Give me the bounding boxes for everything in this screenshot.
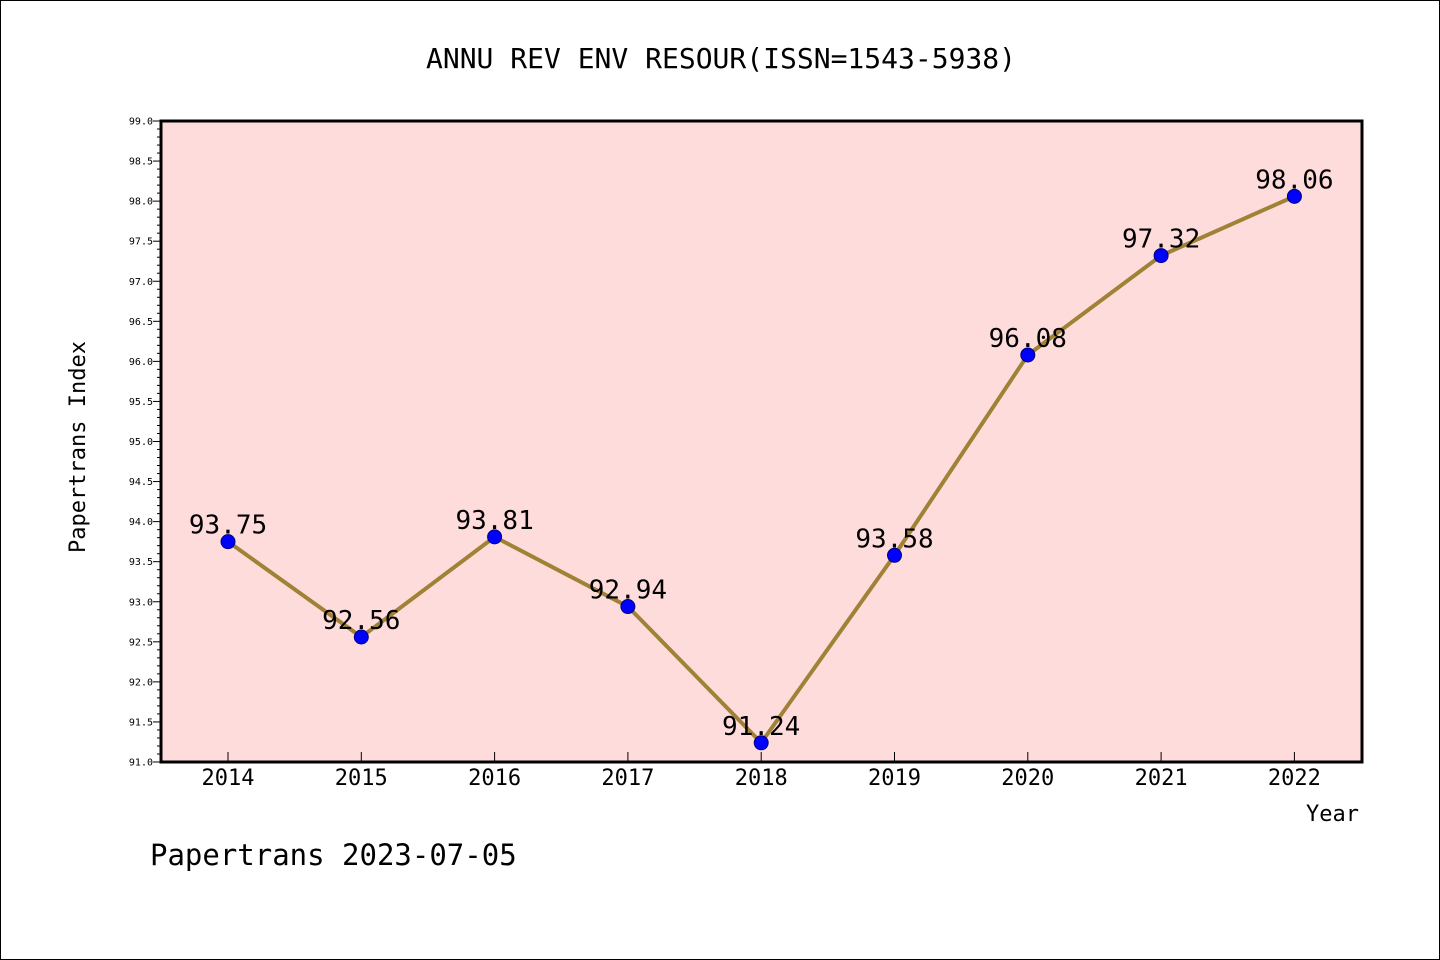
y-tick-label: 95.5 (129, 397, 153, 408)
data-label: 91.24 (722, 712, 800, 742)
data-point (887, 547, 902, 563)
y-tick-label: 97.5 (129, 237, 153, 248)
data-label: 92.56 (322, 606, 400, 636)
y-axis-label: Papertrans Index (66, 341, 91, 553)
data-point (1153, 248, 1169, 264)
x-tick-label: 2014 (202, 766, 255, 791)
x-axis: 2014 2015 2016 2017 2018 2019 2020 2021 2022 (202, 752, 1321, 791)
chart-title: ANNU REV ENV RESOUR(ISSN=1543-5938) (426, 42, 1016, 75)
data-point (1020, 347, 1036, 363)
y-tick-label: 94.5 (129, 477, 153, 488)
data-label: 92.94 (589, 576, 667, 606)
y-tick-label: 98.5 (129, 157, 153, 168)
x-tick-label: 2018 (735, 766, 788, 791)
series-layer: 93.75 92.56 93.81 92.94 91.24 93.58 96.08 97.32… (189, 165, 1334, 751)
x-tick-label: 2016 (468, 766, 521, 791)
data-label: 93.75 (189, 511, 267, 541)
x-tick-label: 2019 (868, 766, 921, 791)
data-point (353, 629, 369, 645)
data-point (620, 599, 636, 615)
y-tick-label: 99.0 (129, 117, 153, 128)
y-tick-label: 94.0 (129, 517, 153, 528)
y-tick-label: 91.5 (129, 717, 153, 728)
plot-border (159, 119, 1364, 764)
y-tick-label: 93.5 (129, 557, 153, 568)
data-point (220, 534, 236, 550)
data-label: 98.06 (1255, 165, 1333, 195)
data-point (1286, 188, 1302, 204)
y-axis: 91.0 91.5 92.0 92.5 93.0 93.5 94.0 94.5 95.0 95.5… (129, 117, 161, 769)
y-tick-label: 92.0 (129, 677, 153, 688)
y-tick-label: 91.0 (129, 758, 153, 769)
x-tick-label: 2015 (335, 766, 388, 791)
y-tick-label: 98.0 (129, 197, 153, 208)
y-tick-label: 95.0 (129, 437, 153, 448)
x-tick-label: 2020 (1001, 766, 1054, 791)
y-tick-label: 97.0 (129, 277, 153, 288)
y-tick-label: 93.0 (129, 597, 153, 608)
data-label: 93.58 (855, 524, 933, 554)
footer-date-stamp: Papertrans 2023-07-05 (150, 838, 517, 872)
x-tick-label: 2017 (601, 766, 654, 791)
x-axis-label: Year (1306, 802, 1359, 827)
data-point (487, 529, 503, 545)
data-label: 96.08 (989, 324, 1067, 354)
data-label: 97.32 (1122, 225, 1200, 255)
plot-area (161, 121, 1362, 762)
y-tick-label: 96.5 (129, 317, 153, 328)
x-tick-label: 2021 (1135, 766, 1188, 791)
data-label: 93.81 (455, 506, 533, 536)
data-point (753, 735, 769, 751)
x-tick-label: 2022 (1268, 766, 1321, 791)
y-tick-label: 92.5 (129, 637, 153, 648)
y-tick-label: 96.0 (129, 357, 153, 368)
